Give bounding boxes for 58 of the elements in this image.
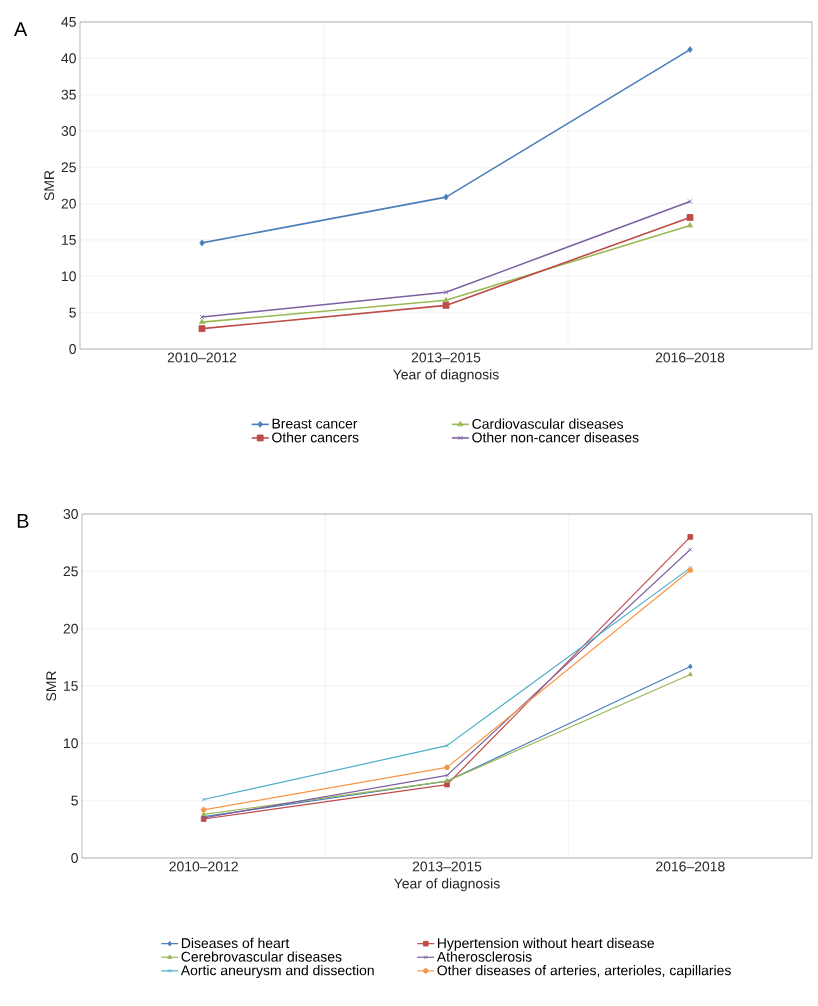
x-tick-label: 2016–2018 (656, 861, 725, 872)
y-axis-title: SMR (44, 170, 55, 201)
y-tick-label: 15 (62, 235, 76, 245)
y-tick-label: 10 (62, 271, 76, 282)
x-tick-label: 2016–2018 (655, 352, 725, 363)
x-axis-title: Year of diagnosis (394, 878, 500, 892)
legend-label: Other non-cancer diseases (472, 432, 639, 443)
y-tick-label: 30 (61, 126, 76, 136)
point (442, 302, 450, 309)
y-tick-label: 45 (61, 17, 76, 27)
x-tick-label: 2010–2012 (167, 352, 237, 363)
x-tick-label: 2013–2015 (412, 861, 482, 872)
point (686, 214, 694, 221)
y-tick-label: 20 (63, 623, 78, 634)
y-tick-label: 5 (69, 307, 76, 318)
y-tick-label: 25 (63, 566, 78, 577)
point (199, 239, 205, 247)
point (687, 671, 693, 677)
point (198, 325, 206, 333)
legend-label: Breast cancer (272, 418, 358, 429)
point (444, 773, 450, 778)
x-axis-title: Year of diagnosis (393, 369, 499, 383)
point (443, 289, 449, 295)
legend-label: Cardiovascular diseases (472, 418, 624, 429)
legend-label: Diseases of heart (181, 937, 290, 949)
text: A (14, 22, 28, 36)
point (687, 534, 694, 540)
y-tick-label: 0 (71, 853, 78, 863)
y-tick-label: 40 (61, 53, 76, 64)
y-tick-label: 30 (63, 509, 78, 519)
point (687, 46, 693, 53)
point (199, 318, 205, 324)
y-tick-label: 5 (71, 795, 78, 806)
legend-label: Atherosclerosis (436, 951, 532, 962)
y-axis-title: SMR (46, 671, 57, 701)
legend-label: Other diseases of arteries, arterioles, capillaries (437, 965, 731, 979)
point (444, 764, 450, 771)
y-tick-label: 25 (61, 162, 76, 173)
y-tick-label: 20 (61, 198, 76, 209)
point (687, 198, 693, 204)
y-tick-label: 15 (64, 681, 78, 691)
legend-label: Other cancers (272, 432, 359, 443)
x-tick-label: 2013–2015 (411, 352, 481, 363)
y-tick-label: 0 (69, 344, 76, 354)
y-tick-label: 35 (61, 89, 76, 100)
legend-label: Cerebrovascular diseases (181, 951, 342, 962)
point (687, 222, 693, 228)
point (443, 193, 449, 201)
text: B (17, 514, 29, 528)
point (443, 296, 449, 303)
point (200, 807, 207, 813)
y-tick-label: 10 (64, 738, 78, 749)
point (688, 663, 693, 670)
point (444, 781, 450, 788)
legend-label: Hypertension without heart disease (437, 937, 655, 951)
point (444, 743, 450, 748)
legend-label: Aortic aneurysm and dissection (180, 965, 374, 979)
x-tick-label: 2010–2012 (169, 861, 238, 872)
